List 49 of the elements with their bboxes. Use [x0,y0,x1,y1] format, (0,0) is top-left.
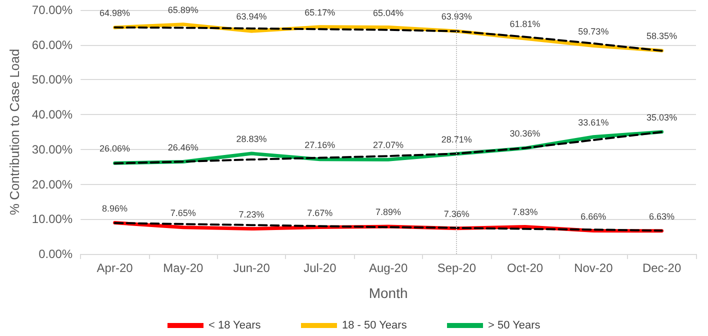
data-label: 7.89% [376,207,402,217]
y-tick-label: 40.00% [32,108,73,122]
y-axis-title: % Contribution to Case Load [7,48,22,216]
x-tick-label: Aug-20 [368,261,408,275]
data-label: 7.23% [238,209,264,220]
legend-label: < 18 Years [208,320,262,332]
data-label: 63.93% [441,12,472,22]
y-tick-label: 10.00% [32,212,73,226]
data-label: 26.46% [168,142,198,152]
x-axis-title: Month [368,285,408,301]
data-label: 59.73% [578,26,609,36]
data-label: 58.35% [646,31,678,42]
data-label: 33.61% [578,117,609,128]
data-label: 6.66% [580,211,606,222]
data-label: 8.96% [102,203,128,214]
data-label: 63.94% [236,12,267,22]
x-tick-label: Nov-20 [574,261,614,275]
data-label: 7.65% [170,208,196,218]
data-label: 28.71% [441,134,472,144]
x-tick-label: Sep-20 [437,261,476,275]
data-label: 61.81% [510,19,540,30]
data-label: 27.16% [304,140,336,150]
data-label: 26.06% [100,144,130,154]
legend-label: > 50 Years [488,320,541,332]
data-label: 6.63% [649,211,675,222]
data-label: 28.83% [236,134,267,144]
y-tick-label: 60.00% [32,38,73,52]
x-tick-label: Apr-20 [96,261,134,275]
y-tick-label: 30.00% [32,142,73,156]
y-tick-label: 70.00% [32,3,73,17]
data-label: 65.04% [373,8,404,18]
data-label: 65.17% [304,7,336,18]
x-tick-label: May-20 [163,261,204,275]
x-tick-label: Jun-20 [233,261,270,275]
x-tick-label: Oct-20 [507,261,544,275]
data-label: 7.36% [444,208,470,219]
x-tick-label: Dec-20 [642,261,682,275]
y-tick-label: 50.00% [32,72,73,87]
data-label: 27.07% [373,140,404,150]
data-label: 35.03% [646,112,678,122]
data-label: 7.83% [512,207,538,218]
data-label: 64.98% [100,8,130,18]
data-label: 30.36% [510,128,540,139]
data-label: 65.89% [168,4,198,15]
data-label: 7.67% [307,208,333,218]
legend-label: 18 - 50 Years [342,320,408,332]
y-tick-label: 20.00% [32,177,73,192]
y-tick-label: 0.00% [38,247,73,261]
x-tick-label: Jul-20 [304,261,337,275]
